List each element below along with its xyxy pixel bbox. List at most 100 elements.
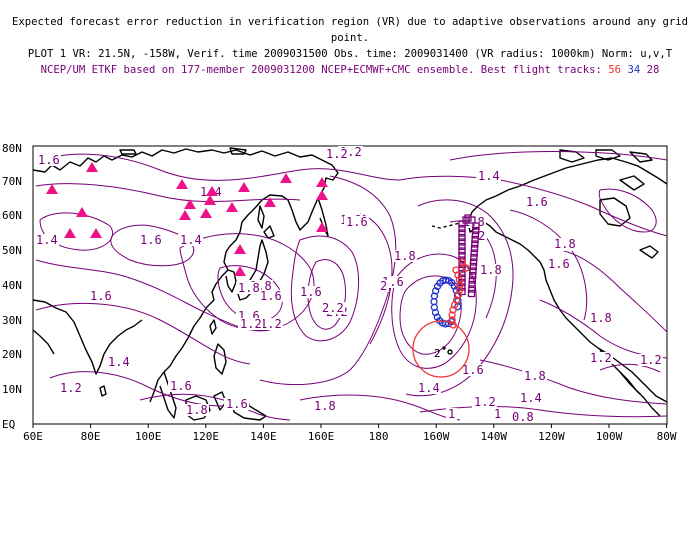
lat-label: 80N [2, 142, 22, 155]
track-point [431, 287, 440, 295]
track-28-label: 28 [646, 64, 660, 76]
lat-label: 60N [2, 209, 22, 222]
contour-label-bg [392, 250, 417, 262]
raob-triangle [64, 228, 76, 238]
lat-axis: 80N 70N 60N 50N 40N 30N 20N 10N EQ [2, 142, 22, 431]
contour-label: 1.8 [480, 263, 502, 277]
contour-label: 1.8 [590, 311, 612, 325]
contour-label: 1.4 [418, 381, 440, 395]
contour-label-bg [446, 408, 457, 420]
lat-label: 20N [2, 348, 22, 361]
contour-label-bg [178, 234, 203, 246]
contour-label: 1.2 [640, 353, 662, 367]
contour-label: 1 [494, 407, 501, 421]
raob-triangle [179, 210, 191, 220]
track-point [454, 271, 462, 279]
flight-track-56 [448, 258, 470, 329]
contour-label-bg [88, 290, 113, 302]
lon-axis: 60E 80E 100E 120E 140E 160E 180 160W 140W 120W 100… [23, 424, 677, 443]
contour-label-bg [524, 196, 549, 208]
raob-triangle [176, 179, 188, 189]
lon-label: 80E [81, 430, 101, 443]
raob-triangle [316, 222, 328, 232]
contour-label-bg [492, 408, 503, 420]
contour-label-bg [324, 148, 349, 160]
track-point [468, 285, 476, 293]
track-56-label: 56 [608, 64, 622, 76]
track-point [462, 216, 470, 224]
contour-label: 1.2 [590, 351, 612, 365]
raob-triangle [200, 208, 212, 218]
vr-center-label: 2 [434, 347, 441, 360]
lat-label: 50N [2, 244, 22, 257]
raob-triangle [226, 202, 238, 212]
contour-label-bg [460, 364, 485, 376]
contour-labels: 1.61.21.41.41.41.61.41.61.821.81.61.61.8… [34, 145, 663, 424]
track-point [471, 231, 480, 239]
raob-triangle [204, 195, 216, 205]
contour-label: 1.4 [180, 233, 202, 247]
contour-label-bg [298, 286, 323, 298]
raob-markers [46, 162, 328, 276]
contour-label: 0.8 [512, 410, 534, 424]
contour-label-bg [476, 230, 487, 242]
contour-label: 1.4 [108, 355, 130, 369]
contour-label: 1.6 [526, 195, 548, 209]
raob-triangle [264, 197, 276, 207]
contour-label: 1.6 [300, 285, 322, 299]
contour-label-bg [588, 312, 613, 324]
raob-triangle [76, 207, 88, 217]
contour-label: 2 [478, 229, 485, 243]
contour-label-bg [461, 216, 486, 228]
lat-label: 10N [2, 383, 22, 396]
contour-label-bg [238, 318, 263, 330]
contour-label-bg [546, 258, 571, 270]
contour-label-bg [34, 234, 59, 246]
raob-triangle [234, 244, 246, 254]
contour-label-bg [184, 404, 209, 416]
raob-triangle [238, 182, 250, 192]
track-point [458, 238, 466, 246]
contour-label-bg [472, 396, 497, 408]
raob-triangle [316, 177, 328, 187]
contour-label-bg [476, 170, 501, 182]
contour-label-bg [416, 382, 441, 394]
track-point [472, 222, 480, 230]
track-point [468, 280, 476, 289]
contour-label: 1.6 [140, 233, 162, 247]
contour-label-bg [236, 282, 261, 294]
track-point [458, 258, 466, 266]
track-point [469, 258, 478, 266]
header-line-2: PLOT 1 VR: 21.5N, -158W, Verif. time 200… [27, 48, 673, 60]
contour-label: 1.4 [478, 169, 500, 183]
contour-label-bg [518, 392, 543, 404]
lon-label: 100W [596, 430, 623, 443]
contour-label-bg [522, 370, 547, 382]
contour-label: 1.8 [524, 369, 546, 383]
contour-label: 1.8 [554, 237, 576, 251]
track-point [449, 306, 457, 314]
contour-label-bg [320, 302, 345, 314]
raob-triangle [206, 186, 218, 196]
map-frame [32, 145, 668, 425]
track-point [469, 262, 477, 271]
track-point [470, 244, 479, 253]
track-point [458, 229, 466, 237]
track-point [467, 289, 476, 298]
track-point [470, 253, 478, 262]
track-point [462, 264, 470, 272]
lon-label: 140E [250, 430, 277, 443]
raob-triangle [184, 199, 196, 209]
contour-label: 1.8 [238, 281, 260, 295]
track-point [458, 242, 466, 251]
track-point [464, 214, 472, 222]
contour-label-bg [58, 382, 83, 394]
track-point [469, 271, 477, 280]
contour-label: 1.2 [60, 381, 82, 395]
lon-label: 160W [423, 430, 450, 443]
lon-label: 60E [23, 430, 43, 443]
lat-label: 30N [2, 314, 22, 327]
contour-label: 2 [380, 279, 387, 293]
raob-triangle [46, 184, 58, 194]
